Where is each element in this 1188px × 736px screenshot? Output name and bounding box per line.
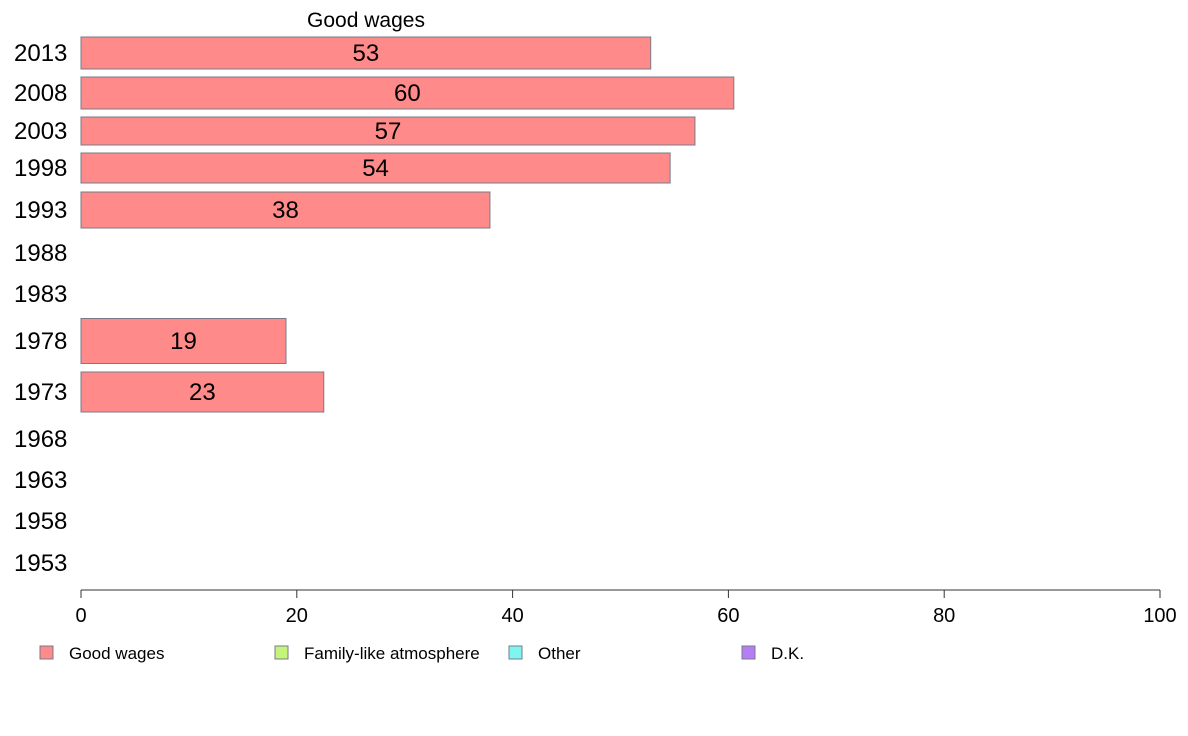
category-label: 1968 [14,426,67,453]
category-label: 2008 [14,80,67,107]
chart-title: Good wages [307,9,425,32]
category-label: 2003 [14,118,67,145]
category-label: 1993 [14,197,67,224]
category-label: 1988 [14,240,67,267]
x-tick-label: 20 [286,605,308,627]
bars-group: 53 60 57 54 38 19 23 [80,36,735,413]
bar-value-label: 23 [189,379,216,406]
legend-label: Other [538,644,581,663]
legend-label: Family-like atmosphere [304,644,480,663]
bar-value-label: 60 [394,80,421,107]
legend-swatch [39,645,54,660]
legend-swatch [274,645,289,660]
category-labels: 2013 2008 2003 1998 1993 1988 1983 1978 1973 1968… [14,40,67,577]
bar [80,191,491,229]
bar [80,36,652,70]
bar [80,152,671,184]
bar [80,76,735,110]
legend-label: Good wages [69,644,164,663]
legend: Good wages Family-like atmosphere Other D.K… [39,644,804,663]
legend-swatch [741,645,756,660]
x-tick-label: 100 [1143,605,1176,627]
bar-value-label: 38 [272,197,299,224]
category-label: 1978 [14,328,67,355]
category-label: 1998 [14,155,67,182]
x-tick-label: 60 [717,605,739,627]
category-label: 1953 [14,550,67,577]
category-label: 1983 [14,281,67,308]
bar [80,116,696,146]
bar-value-label: 54 [362,155,389,182]
category-label: 1973 [14,379,67,406]
x-axis: 0 20 40 60 80 100 [75,589,1177,627]
bar-value-label: 19 [170,328,197,355]
category-label: 1963 [14,467,67,494]
category-label: 2013 [14,40,67,67]
x-tick-label: 0 [75,605,86,627]
bar [80,371,325,413]
legend-label: D.K. [771,644,804,663]
legend-swatch [508,645,523,660]
bar [80,318,287,364]
category-label: 1958 [14,508,67,535]
bar-value-label: 53 [353,40,380,67]
bar-value-label: 57 [375,118,402,145]
x-tick-label: 80 [933,605,955,627]
x-tick-label: 40 [501,605,523,627]
